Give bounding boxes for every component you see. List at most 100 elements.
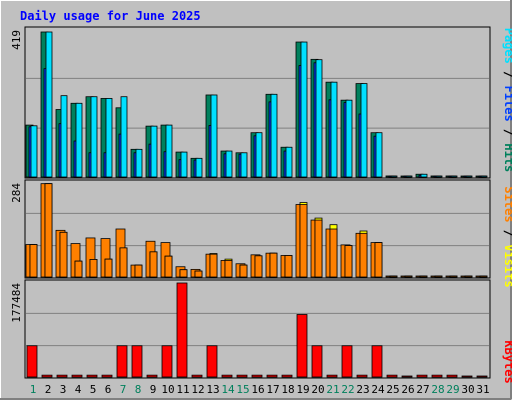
- bar-kbytes: [476, 375, 488, 378]
- bar-sites-overlay: [164, 255, 173, 278]
- chart-title: Daily usage for June 2025: [20, 9, 201, 23]
- bar-kbytes: [101, 374, 113, 378]
- legend-visits-sites: Sites / Visits: [502, 186, 512, 287]
- bar-sites-overlay: [464, 275, 473, 278]
- bar-kbytes: [206, 345, 218, 378]
- ymax-label-hits: 419: [10, 30, 23, 50]
- bar-kbytes: [26, 345, 38, 378]
- x-tick-label: 14: [221, 383, 235, 396]
- bar-pages: [90, 96, 98, 178]
- bar-pages: [345, 99, 353, 178]
- panel-kbytes: [24, 279, 491, 379]
- bar-kbytes: [311, 345, 323, 378]
- bar-kbytes: [41, 374, 53, 378]
- x-tick-label: 5: [90, 383, 97, 396]
- bar-pages: [150, 125, 158, 178]
- bar-sites-overlay: [254, 255, 263, 278]
- x-tick-label: 10: [161, 383, 174, 396]
- bar-sites-overlay: [269, 252, 278, 278]
- x-tick-label: 27: [416, 383, 429, 396]
- bar-kbytes: [191, 374, 203, 378]
- bar-sites-overlay: [419, 275, 428, 278]
- x-tick-label: 2: [45, 383, 52, 396]
- bar-sites-overlay: [404, 275, 413, 278]
- bar-sites-overlay: [119, 247, 128, 278]
- x-axis-labels: 1 2 3 4 5 6 7 8 9 10 11 12 13 14 15 16 17 18 19 20 21 22 23 24 2…: [30, 383, 490, 396]
- bar-kbytes: [266, 374, 278, 378]
- bar-kbytes: [251, 374, 263, 378]
- bar-kbytes: [116, 345, 128, 378]
- bar-pages: [210, 94, 218, 178]
- bar-pages: [450, 175, 458, 178]
- x-tick-label: 16: [251, 383, 264, 396]
- x-tick-label: 11: [176, 383, 189, 396]
- svg-text:Sites / Visits: Sites / Visits: [502, 186, 512, 287]
- bar-pages: [270, 93, 278, 178]
- bar-pages: [315, 59, 323, 178]
- bar-kbytes: [446, 374, 458, 378]
- bar-pages: [465, 175, 473, 178]
- bar-sites-overlay: [479, 275, 488, 278]
- bar-pages: [135, 148, 143, 178]
- x-tick-label: 29: [446, 383, 459, 396]
- legend-files: Files: [502, 86, 512, 122]
- x-tick-label: 15: [236, 383, 249, 396]
- legend-kbytes: KBytes: [502, 340, 512, 383]
- x-tick-label: 24: [371, 383, 385, 396]
- x-tick-label: 9: [150, 383, 157, 396]
- x-tick-label: 19: [296, 383, 309, 396]
- bar-pages: [420, 173, 428, 178]
- bar-pages: [480, 175, 488, 178]
- bar-kbytes: [371, 345, 383, 378]
- bar-kbytes: [176, 282, 188, 378]
- bar-sites-overlay: [29, 244, 38, 278]
- x-tick-label: 1: [30, 383, 37, 396]
- x-tick-label: 8: [135, 383, 142, 396]
- bar-sites-overlay: [74, 260, 83, 278]
- bar-kbytes: [461, 375, 473, 378]
- x-tick-label: 17: [266, 383, 279, 396]
- bar-kbytes: [146, 374, 158, 378]
- bar-sites-overlay: [389, 275, 398, 278]
- bar-sites-overlay: [344, 245, 353, 278]
- bar-sites-overlay: [314, 219, 323, 278]
- bars: [25, 31, 488, 378]
- bar-kbytes: [386, 374, 398, 378]
- bar-kbytes: [416, 374, 428, 378]
- bar-pages: [330, 81, 338, 178]
- x-tick-label: 20: [311, 383, 324, 396]
- bar-kbytes: [356, 374, 368, 378]
- bar-sites-overlay: [239, 264, 248, 278]
- x-tick-label: 25: [386, 383, 399, 396]
- bar-sites-overlay: [374, 242, 383, 278]
- legend-separator: /: [502, 223, 512, 245]
- bar-pages: [45, 31, 53, 178]
- bar-sites-overlay: [134, 264, 143, 278]
- bar-sites-overlay: [224, 260, 233, 278]
- svg-text:Pages / Files / Hits: Pages / Files / Hits: [502, 28, 512, 173]
- legend-kbytes-label: KBytes: [502, 340, 512, 383]
- legend-separator: /: [502, 64, 512, 86]
- bar-pages: [300, 41, 308, 178]
- x-tick-label: 4: [75, 383, 82, 396]
- bar-kbytes: [236, 374, 248, 378]
- ymax-label-visits: 284: [10, 183, 23, 203]
- bar-sites-overlay: [209, 253, 218, 278]
- bar-sites-overlay: [449, 275, 458, 278]
- bar-pages: [195, 157, 203, 178]
- bar-pages: [120, 96, 128, 178]
- legend-visits: Visits: [502, 244, 512, 287]
- legend-hits: Hits: [502, 143, 512, 172]
- x-tick-label: 26: [401, 383, 414, 396]
- bar-pages: [285, 146, 293, 178]
- x-tick-label: 3: [60, 383, 67, 396]
- bar-sites-overlay: [284, 255, 293, 278]
- bar-sites-overlay: [44, 183, 53, 278]
- bar-pages: [255, 132, 263, 178]
- bar-pages: [165, 124, 173, 178]
- x-tick-label: 22: [341, 383, 354, 396]
- x-tick-label: 28: [431, 383, 444, 396]
- x-tick-label: 21: [326, 383, 339, 396]
- bar-kbytes: [401, 375, 413, 378]
